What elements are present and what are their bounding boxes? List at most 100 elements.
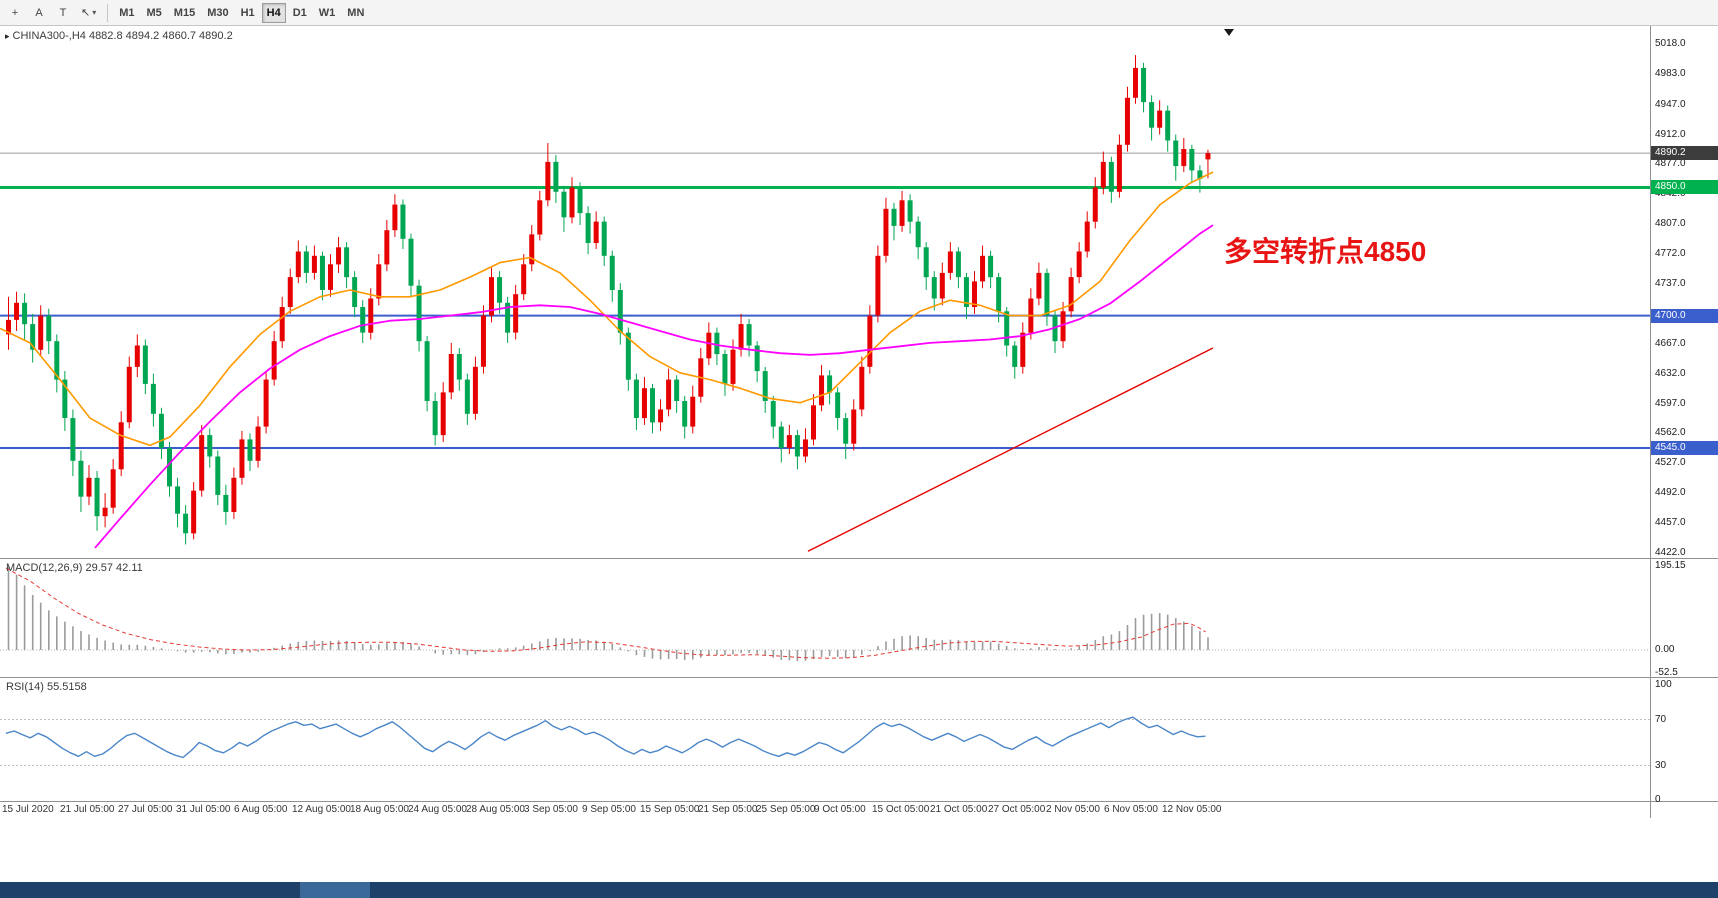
candle-body <box>980 255 986 282</box>
timeframe-button-mn[interactable]: MN <box>347 6 365 19</box>
label-tool-button[interactable]: T <box>59 6 67 19</box>
candle-body <box>593 221 599 243</box>
price-badge-4850.0: 4850.0 <box>1651 180 1718 195</box>
price-axis-label: 5018.0 <box>1655 38 1686 49</box>
candle-body <box>1068 277 1074 312</box>
time-axis-label: 12 Nov 05:00 <box>1162 804 1222 815</box>
candle-body <box>344 247 350 278</box>
macd-indicator-label: MACD(12,26,9) 29.57 42.11 <box>6 562 143 574</box>
candle-body <box>963 277 969 307</box>
trendline[interactable] <box>807 347 1214 552</box>
price-axis-label: 4492.0 <box>1655 487 1686 499</box>
candle-body <box>408 238 414 286</box>
draw-tools-button[interactable]: ↖ ▾ <box>81 7 97 19</box>
candle-body <box>851 409 857 444</box>
candle-body <box>811 405 816 440</box>
candle-body <box>754 345 760 372</box>
candle-body <box>633 379 639 418</box>
candle-body <box>368 298 374 333</box>
time-axis-label: 21 Sep 05:00 <box>698 804 758 815</box>
candle-body <box>931 277 937 299</box>
candle-body <box>191 490 197 534</box>
time-axis-label: 27 Jul 05:00 <box>118 804 173 815</box>
timeframe-button-m5[interactable]: M5 <box>146 6 162 19</box>
candle-body <box>392 204 398 231</box>
candle-body <box>231 477 237 512</box>
timeframe-button-m1[interactable]: M1 <box>119 6 135 19</box>
candle-body <box>336 247 342 265</box>
timeframe-button-h4[interactable]: H4 <box>261 2 286 23</box>
price-axis-label: 4912.0 <box>1655 128 1686 140</box>
candle-body <box>537 200 543 235</box>
timeframe-button-d1[interactable]: D1 <box>292 6 307 19</box>
price-axis-label: 4632.0 <box>1655 367 1686 379</box>
price-axis[interactable]: 5018.04983.04947.04912.04877.04842.04807… <box>1651 0 1718 818</box>
candle-body <box>819 375 825 406</box>
candle-body <box>110 469 116 508</box>
time-axis-label: 3 Sep 05:00 <box>524 804 578 815</box>
crosshair-tool-button[interactable]: + <box>11 6 19 19</box>
time-axis-label: 27 Oct 05:00 <box>988 804 1046 815</box>
candle-body <box>255 426 261 461</box>
text-tool-button[interactable]: A <box>35 6 43 19</box>
candle-body <box>585 213 591 243</box>
candle-body <box>722 354 728 384</box>
timeframe-button-m30[interactable]: M30 <box>207 6 229 19</box>
candle-body <box>859 366 865 410</box>
candle-body <box>915 221 921 248</box>
time-axis-label: 15 Oct 05:00 <box>872 804 930 815</box>
candle-body <box>150 383 156 414</box>
candle-body <box>183 513 189 534</box>
candle-body <box>505 302 511 333</box>
candle-body <box>843 418 849 444</box>
candle-body <box>6 319 11 335</box>
candle-body <box>529 234 535 265</box>
price-axis-label: 4597.0 <box>1655 397 1686 409</box>
candle-body <box>22 302 28 325</box>
candle-body <box>1060 311 1066 342</box>
scrollbar-thumb[interactable] <box>300 882 370 898</box>
rsi-indicator-canvas[interactable] <box>0 679 1650 801</box>
candle-body <box>1108 161 1114 192</box>
candle-body <box>472 366 478 414</box>
panel-separator[interactable] <box>0 677 1718 678</box>
time-axis-label: 6 Aug 05:00 <box>234 804 288 815</box>
macd-indicator-canvas[interactable] <box>0 560 1650 676</box>
one-click-trading-arrow-icon[interactable]: ▸ <box>5 31 10 41</box>
timeframe-button-h1[interactable]: H1 <box>240 6 255 19</box>
candle-body <box>1036 272 1042 299</box>
candle-body <box>70 418 76 461</box>
candle-body <box>1205 153 1211 160</box>
candle-body <box>1189 149 1195 171</box>
main-chart-canvas[interactable] <box>0 26 1650 558</box>
candle-body <box>448 354 454 393</box>
candle-body <box>46 315 52 342</box>
price-axis-label: 4667.0 <box>1655 337 1686 349</box>
chart-scrollbar[interactable] <box>0 882 1718 898</box>
time-axis-label: 21 Oct 05:00 <box>930 804 988 815</box>
candle-body <box>497 277 503 303</box>
candle-body <box>650 388 655 423</box>
candle-body <box>30 324 36 350</box>
candle-body <box>432 401 438 436</box>
candle-body <box>1181 149 1187 167</box>
candle-body <box>416 285 422 342</box>
candle-body <box>215 456 221 495</box>
timeframe-button-m15[interactable]: M15 <box>173 6 196 19</box>
candle-body <box>955 251 961 278</box>
candle-body <box>1133 67 1138 98</box>
candle-body <box>1116 144 1122 192</box>
timeframe-button-w1[interactable]: W1 <box>318 6 336 19</box>
candle-body <box>996 277 1002 312</box>
time-axis-label: 9 Sep 05:00 <box>582 804 636 815</box>
candle-body <box>62 379 68 418</box>
rsi-axis-label: 30 <box>1655 759 1667 771</box>
candle-body <box>625 332 631 380</box>
time-axis[interactable]: 15 Jul 2020 21 Jul 05:00 27 Jul 05:00 31 Ju… <box>0 802 1650 818</box>
candle-body <box>577 187 583 214</box>
candle-body <box>682 401 688 427</box>
panel-separator[interactable] <box>0 558 1718 559</box>
price-axis-label: 4562.0 <box>1655 427 1686 439</box>
candle-body <box>730 349 736 384</box>
annotation-text[interactable]: 多空转折点4850 <box>1224 236 1427 267</box>
